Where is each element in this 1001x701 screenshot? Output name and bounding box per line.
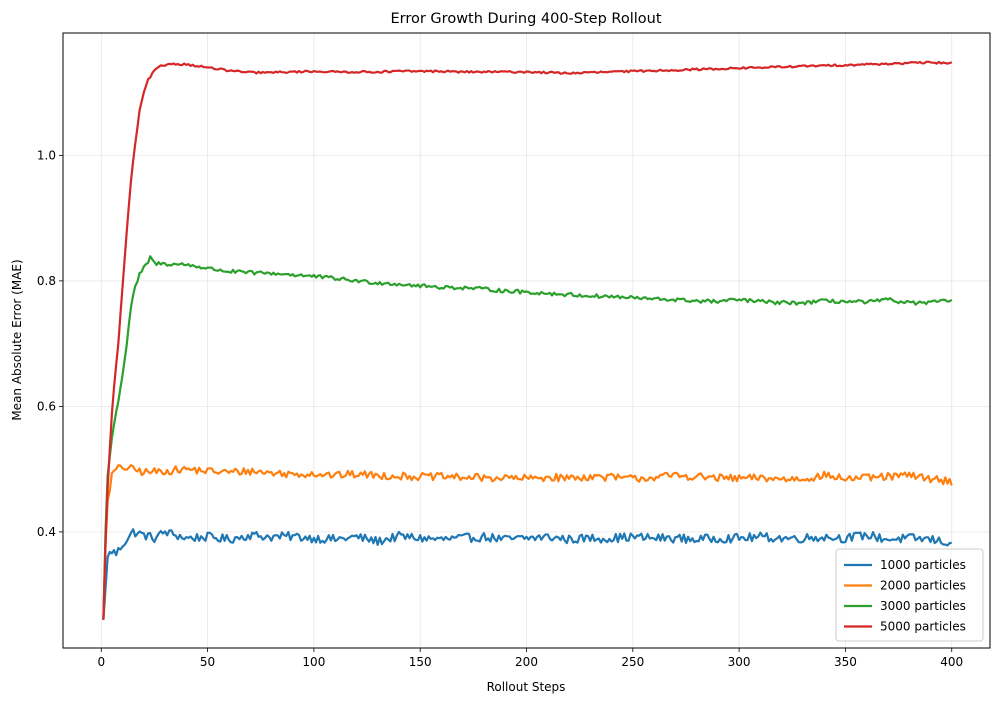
legend-label: 1000 particles bbox=[880, 558, 966, 572]
legend-label: 2000 particles bbox=[880, 579, 966, 593]
x-axis-title: Rollout Steps bbox=[487, 680, 566, 694]
series-lines bbox=[102, 60, 953, 620]
x-tick-label: 200 bbox=[515, 655, 538, 669]
x-tick-label: 50 bbox=[200, 655, 215, 669]
x-tick-label: 300 bbox=[728, 655, 751, 669]
x-tick-label: 150 bbox=[409, 655, 432, 669]
legend-items: 1000 particles 2000 particles 3000 particl… bbox=[844, 558, 966, 634]
legend-label: 3000 particles bbox=[880, 599, 966, 613]
grid bbox=[63, 33, 990, 648]
x-tick-label: 250 bbox=[621, 655, 644, 669]
chart-title: Error Growth During 400-Step Rollout bbox=[390, 11, 661, 27]
y-axis-title: Mean Absolute Error (MAE) bbox=[10, 259, 24, 420]
y-tick-label: 1.0 bbox=[37, 148, 56, 162]
x-tick-label: 0 bbox=[97, 655, 105, 669]
legend: 1000 particles 2000 particles 3000 particl… bbox=[835, 548, 984, 642]
axes: 0 50 100 150 200 250 300 350 400 0.4 0.6 0.8 1.0 bbox=[37, 148, 963, 669]
y-tick-label: 0.4 bbox=[37, 525, 56, 539]
series-line-1000 bbox=[102, 528, 952, 620]
x-tick-label: 350 bbox=[834, 655, 857, 669]
y-tick-label: 0.6 bbox=[37, 399, 56, 413]
legend-label: 5000 particles bbox=[880, 620, 966, 634]
series-line-2000 bbox=[102, 464, 953, 620]
series-line-5000 bbox=[102, 60, 953, 620]
x-tick-label: 100 bbox=[302, 655, 325, 669]
x-tick-label: 400 bbox=[940, 655, 963, 669]
series-line-3000 bbox=[102, 255, 953, 620]
y-tick-label: 0.8 bbox=[37, 274, 56, 288]
legend-box bbox=[835, 548, 984, 642]
